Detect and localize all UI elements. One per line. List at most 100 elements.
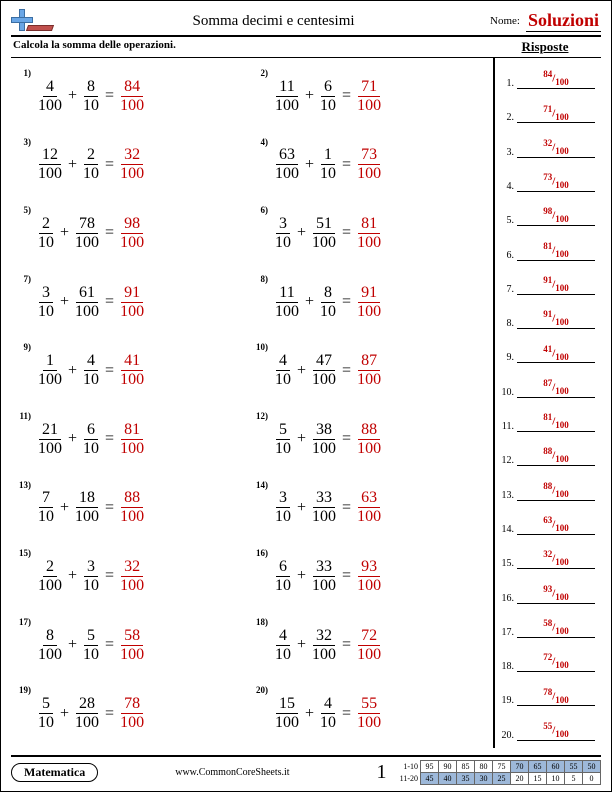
answer-value: 55/100	[517, 721, 595, 741]
plus-op: +	[57, 224, 72, 242]
fraction-b: 410	[317, 696, 339, 731]
answer-row: 15.32/100	[501, 549, 595, 569]
plus-op: +	[294, 224, 309, 242]
equals-op: =	[102, 705, 117, 723]
problem: 3)12100+210=32100	[15, 131, 252, 200]
plus-op: +	[294, 362, 309, 380]
problems-grid: 1)4100+810=841002)11100+610=711003)12100…	[11, 58, 493, 748]
problem: 6)310+51100=81100	[252, 199, 489, 268]
equation: 15100+410=55100	[272, 696, 384, 731]
header: Somma decimi e centesimi Nome: Soluzioni	[11, 9, 601, 37]
plus-op: +	[57, 499, 72, 517]
problem-number: 20)	[252, 679, 272, 695]
site-url: www.CommonCoreSheets.it	[98, 767, 366, 778]
fraction-a: 410	[272, 353, 294, 388]
equals-op: =	[102, 567, 117, 585]
score-cell: 50	[583, 761, 601, 773]
fraction-answer: 32100	[117, 147, 147, 182]
equals-op: =	[339, 430, 354, 448]
fraction-answer: 78100	[117, 696, 147, 731]
score-label: 1-10	[397, 761, 421, 773]
plus-op: +	[65, 567, 80, 585]
solutions-label: Soluzioni	[526, 10, 601, 32]
problem-number: 15)	[15, 542, 35, 558]
fraction-b: 28100	[72, 696, 102, 731]
answer-value: 91/100	[517, 275, 595, 295]
fraction-answer: 73100	[354, 147, 384, 182]
problem: 19)510+28100=78100	[15, 679, 252, 748]
equation: 2100+310=32100	[35, 559, 147, 594]
plus-op: +	[65, 362, 80, 380]
equation: 63100+110=73100	[272, 147, 384, 182]
problem: 7)310+61100=91100	[15, 268, 252, 337]
fraction-b: 51100	[309, 216, 339, 251]
answer-row: 9.41/100	[501, 344, 595, 364]
problem-number: 4)	[252, 131, 272, 147]
answer-row: 10.87/100	[501, 378, 595, 398]
score-cell: 30	[475, 773, 493, 785]
bar-icon	[26, 25, 54, 31]
fraction-answer: 41100	[117, 353, 147, 388]
fraction-answer: 88100	[117, 490, 147, 525]
fraction-a: 210	[35, 216, 57, 251]
answer-row: 12.88/100	[501, 446, 595, 466]
problem: 11)21100+610=81100	[15, 405, 252, 474]
problem: 2)11100+610=71100	[252, 62, 489, 131]
equals-op: =	[339, 293, 354, 311]
answer-number: 1.	[501, 78, 517, 89]
equation: 410+32100=72100	[272, 628, 384, 663]
answer-row: 4.73/100	[501, 172, 595, 192]
fraction-a: 510	[35, 696, 57, 731]
subject-badge: Matematica	[11, 763, 98, 782]
name-label: Nome:	[490, 15, 520, 27]
fraction-b: 310	[80, 559, 102, 594]
score-cell: 15	[529, 773, 547, 785]
equation: 710+18100=88100	[35, 490, 147, 525]
score-cell: 65	[529, 761, 547, 773]
equals-op: =	[102, 499, 117, 517]
fraction-answer: 55100	[354, 696, 384, 731]
answer-row: 18.72/100	[501, 652, 595, 672]
answer-row: 17.58/100	[501, 618, 595, 638]
answer-number: 12.	[501, 455, 517, 466]
instructions: Calcola la somma delle operazioni.	[13, 39, 491, 55]
equals-op: =	[339, 705, 354, 723]
fraction-answer: 88100	[354, 422, 384, 457]
answer-value: 88/100	[517, 481, 595, 501]
answer-number: 16.	[501, 593, 517, 604]
fraction-answer: 58100	[117, 628, 147, 663]
score-label: 11-20	[397, 773, 421, 785]
fraction-a: 610	[272, 559, 294, 594]
problem-number: 18)	[252, 611, 272, 627]
answer-row: 7.91/100	[501, 275, 595, 295]
problem-number: 3)	[15, 131, 35, 147]
answer-row: 20.55/100	[501, 721, 595, 741]
fraction-b: 33100	[309, 490, 339, 525]
score-cell: 80	[475, 761, 493, 773]
score-cell: 20	[511, 773, 529, 785]
fraction-a: 2100	[35, 559, 65, 594]
score-cell: 40	[439, 773, 457, 785]
page-number: 1	[367, 761, 397, 784]
equation: 4100+810=84100	[35, 79, 147, 114]
equation: 12100+210=32100	[35, 147, 147, 182]
score-cell: 85	[457, 761, 475, 773]
fraction-b: 810	[317, 285, 339, 320]
plus-op: +	[302, 87, 317, 105]
fraction-a: 310	[35, 285, 57, 320]
problem-number: 13)	[15, 474, 35, 490]
answer-number: 15.	[501, 558, 517, 569]
score-cell: 60	[547, 761, 565, 773]
fraction-b: 610	[317, 79, 339, 114]
equation: 310+51100=81100	[272, 216, 384, 251]
answer-value: 32/100	[517, 549, 595, 569]
score-cell: 10	[547, 773, 565, 785]
answer-number: 8.	[501, 318, 517, 329]
logo	[11, 9, 51, 33]
fraction-b: 18100	[72, 490, 102, 525]
answer-row: 14.63/100	[501, 515, 595, 535]
answer-value: 81/100	[517, 241, 595, 261]
fraction-b: 110	[317, 147, 339, 182]
answer-number: 11.	[501, 421, 517, 432]
problem-number: 12)	[252, 405, 272, 421]
